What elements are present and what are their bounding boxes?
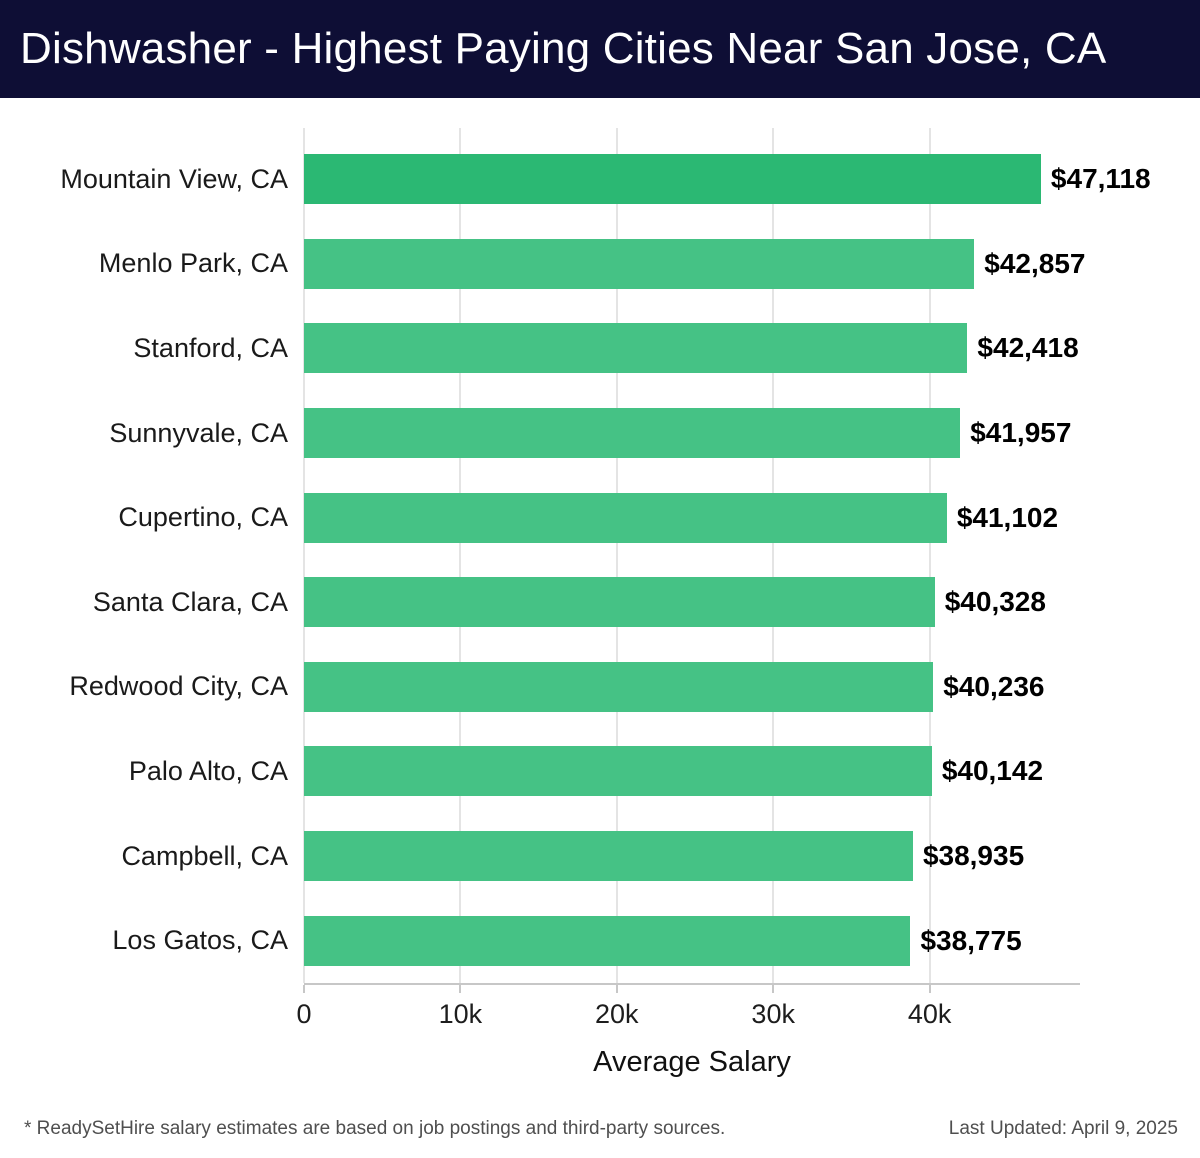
- last-updated: Last Updated: April 9, 2025: [948, 1118, 1178, 1139]
- x-tick-label: 0: [296, 999, 312, 1029]
- bar-track: $42,857: [304, 238, 1086, 289]
- x-tick-label: 30k: [751, 999, 795, 1029]
- x-axis-title: Average Salary: [593, 1046, 791, 1078]
- x-axis-tick: [459, 985, 462, 993]
- bar: [304, 492, 947, 543]
- category-label: Los Gatos, CA: [112, 925, 288, 956]
- category-label: Redwood City, CA: [69, 671, 288, 702]
- bar: [304, 915, 911, 966]
- bar-chart: Mountain View, CA $47,118 Menlo Park, CA…: [0, 98, 1200, 1158]
- chart-row: Redwood City, CA $40,236: [0, 645, 1080, 730]
- chart-row: Cupertino, CA $41,102: [0, 475, 1080, 560]
- value-label: $38,775: [920, 924, 1022, 956]
- x-axis-tick: [615, 985, 618, 993]
- bar: [304, 154, 1041, 205]
- bar-track: $41,957: [304, 408, 1080, 459]
- value-label: $40,328: [944, 586, 1046, 618]
- category-label: Campbell, CA: [121, 840, 288, 871]
- category-label: Palo Alto, CA: [128, 755, 288, 786]
- value-label: $42,857: [984, 247, 1086, 279]
- footnote: * ReadySetHire salary estimates are base…: [24, 1118, 726, 1139]
- bar-track: $40,142: [304, 746, 1080, 797]
- category-label: Mountain View, CA: [60, 163, 288, 194]
- x-axis-tick: [772, 985, 775, 993]
- page-title: Dishwasher - Highest Paying Cities Near …: [20, 24, 1107, 73]
- bar: [304, 746, 932, 797]
- category-label: Sunnyvale, CA: [109, 417, 288, 448]
- category-label: Stanford, CA: [133, 332, 288, 363]
- value-label: $40,236: [943, 670, 1045, 702]
- gridline: [615, 128, 618, 983]
- chart-row: Stanford, CA $42,418: [0, 306, 1080, 391]
- bar: [304, 577, 935, 628]
- header: Dishwasher - Highest Paying Cities Near …: [0, 0, 1200, 98]
- x-tick-label: 20k: [595, 999, 639, 1029]
- chart-row: Santa Clara, CA $40,328: [0, 560, 1080, 645]
- value-label: $42,418: [977, 332, 1079, 364]
- value-label: $38,935: [922, 840, 1025, 872]
- gridline: [303, 128, 305, 983]
- chart-row: Sunnyvale, CA $41,957: [0, 391, 1080, 476]
- value-label: $40,142: [941, 755, 1044, 787]
- bar: [304, 323, 968, 374]
- bar-track: $38,935: [304, 831, 1080, 882]
- chart-row: Campbell, CA $38,935: [0, 814, 1080, 899]
- value-label: $41,102: [956, 501, 1059, 533]
- bar-track: $42,418: [304, 323, 1080, 374]
- x-tick-label: 10k: [438, 999, 483, 1029]
- bar-track: $47,118: [304, 154, 1151, 205]
- bar: [304, 661, 934, 712]
- chart-row: Menlo Park, CA $42,857: [0, 222, 1086, 307]
- bar-track: $40,236: [304, 661, 1080, 712]
- value-label: $41,957: [970, 417, 1072, 449]
- bar-track: $38,775: [304, 915, 1080, 966]
- bar-track: $40,328: [304, 577, 1080, 628]
- x-tick-label: 40k: [907, 999, 952, 1029]
- bar: [304, 408, 961, 459]
- category-label: Santa Clara, CA: [92, 586, 288, 617]
- bar: [304, 238, 975, 289]
- gridline: [459, 128, 462, 983]
- x-axis-line: [304, 983, 1080, 985]
- bar-track: $41,102: [304, 492, 1080, 543]
- x-axis-tick: [303, 985, 305, 993]
- gridlines: [303, 128, 1080, 983]
- chart-rows: Mountain View, CA $47,118 Menlo Park, CA…: [0, 137, 1151, 983]
- bar: [304, 831, 913, 882]
- footer: * ReadySetHire salary estimates are base…: [24, 1118, 1178, 1140]
- value-label: $47,118: [1050, 163, 1151, 195]
- category-label: Cupertino, CA: [118, 502, 288, 533]
- gridline: [772, 128, 775, 983]
- chart-row: Los Gatos, CA $38,775: [0, 898, 1080, 983]
- chart-row: Palo Alto, CA $40,142: [0, 729, 1080, 814]
- chart-row: Mountain View, CA $47,118: [0, 137, 1151, 222]
- x-axis-tick: [928, 985, 931, 993]
- gridline: [928, 128, 931, 983]
- category-label: Menlo Park, CA: [98, 248, 288, 279]
